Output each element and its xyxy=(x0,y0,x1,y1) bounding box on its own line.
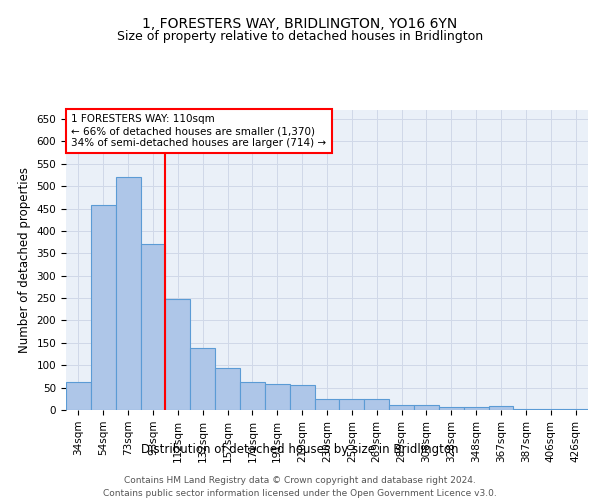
Text: 1, FORESTERS WAY, BRIDLINGTON, YO16 6YN: 1, FORESTERS WAY, BRIDLINGTON, YO16 6YN xyxy=(142,18,458,32)
Text: Size of property relative to detached houses in Bridlington: Size of property relative to detached ho… xyxy=(117,30,483,43)
Bar xyxy=(66,382,91,410)
Bar xyxy=(563,408,588,410)
Bar xyxy=(414,404,439,410)
Bar xyxy=(265,384,290,410)
Bar xyxy=(166,299,190,410)
Bar xyxy=(464,408,488,410)
Bar xyxy=(439,408,464,410)
Bar xyxy=(340,399,364,410)
Bar xyxy=(215,368,240,410)
Y-axis label: Number of detached properties: Number of detached properties xyxy=(18,167,31,353)
Bar xyxy=(290,386,314,410)
Bar xyxy=(116,177,140,410)
Bar xyxy=(389,404,414,410)
Text: Distribution of detached houses by size in Bridlington: Distribution of detached houses by size … xyxy=(141,442,459,456)
Bar xyxy=(190,348,215,410)
Bar xyxy=(314,399,340,410)
Bar xyxy=(140,244,166,410)
Bar xyxy=(488,406,514,410)
Bar xyxy=(91,205,116,410)
Bar xyxy=(364,399,389,410)
Text: 1 FORESTERS WAY: 110sqm
← 66% of detached houses are smaller (1,370)
34% of semi: 1 FORESTERS WAY: 110sqm ← 66% of detache… xyxy=(71,114,326,148)
Bar xyxy=(514,408,538,410)
Bar xyxy=(240,382,265,410)
Bar xyxy=(538,408,563,410)
Text: Contains HM Land Registry data © Crown copyright and database right 2024.
Contai: Contains HM Land Registry data © Crown c… xyxy=(103,476,497,498)
